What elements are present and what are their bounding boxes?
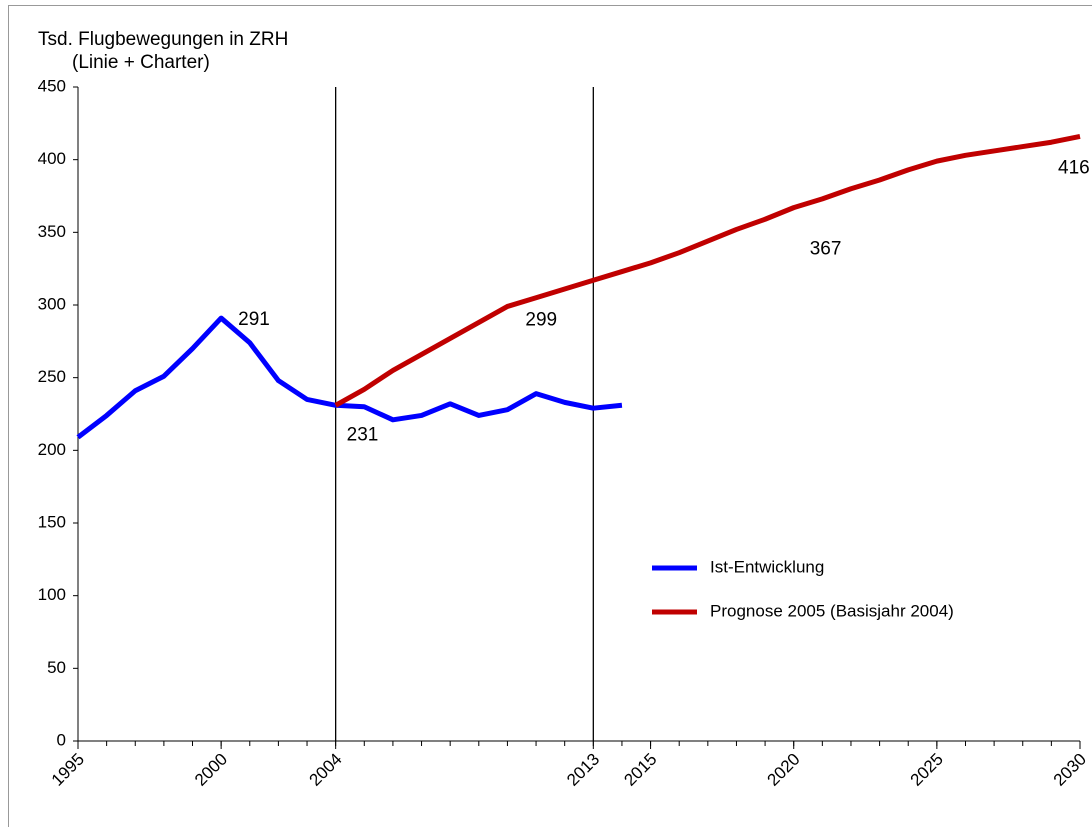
x-tick-label: 2004 — [305, 750, 345, 790]
y-tick-label: 0 — [57, 730, 66, 749]
data-label: 231 — [347, 424, 379, 445]
x-tick-label: 2030 — [1050, 750, 1090, 790]
x-tick-label: 2013 — [563, 750, 603, 790]
legend-label: Prognose 2005 (Basisjahr 2004) — [710, 601, 954, 620]
y-tick-label: 300 — [38, 294, 66, 313]
y-tick-label: 50 — [47, 658, 66, 677]
data-label: 367 — [810, 239, 842, 260]
y-tick-label: 450 — [38, 76, 66, 95]
frame — [8, 5, 1092, 827]
data-label: 299 — [525, 309, 557, 330]
x-tick-label: 1995 — [48, 750, 88, 790]
y-tick-label: 350 — [38, 222, 66, 241]
data-label: 416 — [1058, 157, 1090, 178]
x-tick-label: 2015 — [620, 750, 660, 790]
y-tick-label: 150 — [38, 512, 66, 531]
data-label: 291 — [238, 309, 270, 330]
x-tick-label: 2020 — [764, 750, 804, 790]
chart-title: Tsd. Flugbewegungen in ZRH — [38, 29, 288, 50]
legend-label: Ist-Entwicklung — [710, 557, 824, 576]
chart-subtitle: (Linie + Charter) — [72, 52, 210, 73]
series-line — [334, 133, 1081, 408]
y-tick-label: 250 — [38, 367, 66, 386]
x-tick-label: 2000 — [191, 750, 231, 790]
y-tick-label: 100 — [38, 585, 66, 604]
y-tick-label: 200 — [38, 440, 66, 459]
x-tick-label: 2025 — [907, 750, 947, 790]
y-tick-label: 400 — [38, 149, 66, 168]
series-line — [76, 315, 623, 440]
